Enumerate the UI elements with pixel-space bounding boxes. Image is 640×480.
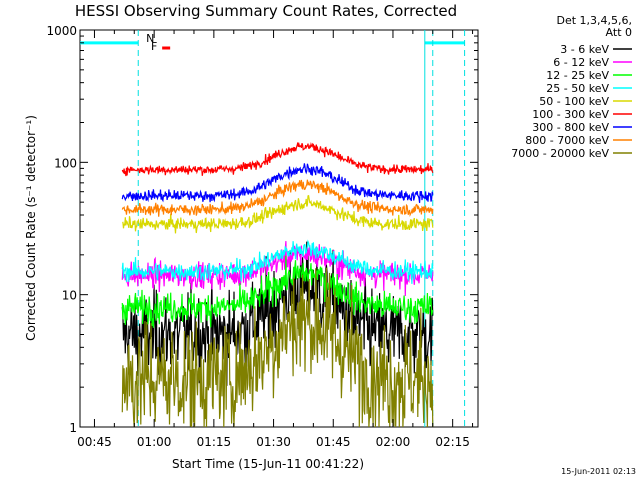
x-tick-label: 01:30 [256,435,291,449]
legend-header: Det 1,3,4,5,6, [556,14,632,27]
legend-label: 300 - 800 keV [532,121,609,134]
y-tick-label: 100 [54,156,77,170]
series-line [121,179,434,217]
series-layer [121,142,434,428]
footer-date: 15-Jun-2011 02:13 [561,467,636,476]
x-tick-label: 01:15 [197,435,232,449]
y-tick-label: 1000 [46,24,77,38]
series-line [121,239,434,284]
legend-label: 3 - 6 keV [560,43,609,56]
chart-title: HESSI Observing Summary Count Rates, Cor… [75,2,457,20]
series-line [121,267,434,428]
x-tick-label: 00:45 [77,435,112,449]
series-line [121,241,434,386]
y-tick-label: 10 [62,289,77,303]
x-tick-label: 01:45 [316,435,351,449]
legend-label: 12 - 25 keV [546,69,609,82]
x-axis-label: Start Time (15-Jun-11 00:41:22) [172,457,364,471]
legend-label: 50 - 100 keV [539,95,609,108]
y-axis: 1 10 100 1000 [46,24,478,435]
annotation-label: F [151,40,157,53]
legend-label: 25 - 50 keV [546,82,609,95]
annotation-layer: NF [146,32,171,53]
legend-label: 7000 - 20000 keV [511,147,609,160]
legend-label: 6 - 12 keV [553,56,609,69]
series-line [121,163,434,203]
series-line [121,142,434,177]
y-axis-label: Corrected Count Rate (s⁻¹ detector⁻¹) [24,115,38,341]
legend-label: 100 - 300 keV [532,108,609,121]
series-line [122,194,434,234]
plot-frame [79,29,479,428]
x-tick-label: 02:15 [435,435,470,449]
legend-header: Att 0 [606,26,632,39]
legend-label: 800 - 7000 keV [525,134,609,147]
x-tick-label: 02:00 [376,435,411,449]
x-tick-label: 01:00 [137,435,172,449]
series-line [121,255,434,328]
annotation-label: N [146,32,154,45]
y-tick-label: 1 [69,421,77,435]
plot-area: NF [79,29,479,428]
x-axis: 00:45 01:00 01:15 01:30 01:45 02:00 02:15 [77,30,474,449]
